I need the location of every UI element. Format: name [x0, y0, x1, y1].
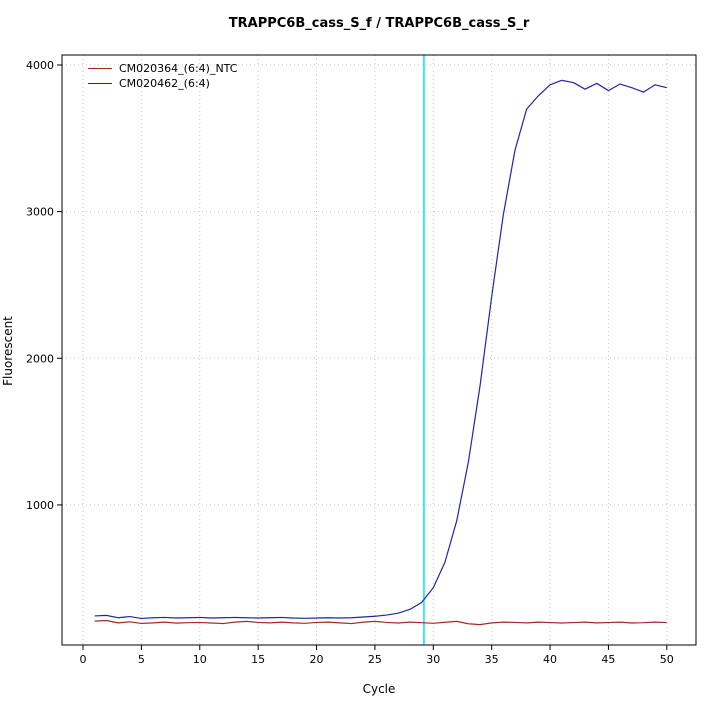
x-tick-label: 10	[193, 653, 207, 666]
y-tick-label: 4000	[26, 59, 54, 72]
x-tick-label: 25	[368, 653, 382, 666]
y-tick-label: 1000	[26, 499, 54, 512]
y-axis-label: Fluorescent	[1, 316, 15, 386]
chart-title: TRAPPC6B_cass_S_f / TRAPPC6B_cass_S_r	[228, 16, 530, 31]
x-tick-label: 35	[485, 653, 499, 666]
x-tick-label: 20	[310, 653, 324, 666]
legend-item: CM020364_(6:4)_NTC	[88, 62, 237, 75]
x-tick-label: 45	[601, 653, 615, 666]
x-tick-label: 15	[251, 653, 265, 666]
legend-item: CM020462_(6:4)	[88, 77, 237, 90]
x-tick-label: 40	[543, 653, 557, 666]
x-tick-label: 30	[426, 653, 440, 666]
x-tick-label: 0	[80, 653, 87, 666]
x-tick-label: 50	[660, 653, 674, 666]
y-tick-label: 3000	[26, 206, 54, 219]
legend-line-swatch	[88, 68, 112, 69]
legend-label: CM020462_(6:4)	[119, 77, 210, 90]
x-tick-label: 5	[138, 653, 145, 666]
y-tick-label: 2000	[26, 352, 54, 365]
plot-border	[61, 54, 697, 646]
legend-line-swatch	[88, 83, 112, 84]
series-line-1	[94, 79, 667, 620]
chart-legend: CM020364_(6:4)_NTC CM020462_(6:4)	[88, 62, 237, 90]
legend-label: CM020364_(6:4)_NTC	[119, 62, 238, 75]
series-line-0	[94, 619, 667, 626]
x-axis-label: Cycle	[362, 682, 396, 696]
